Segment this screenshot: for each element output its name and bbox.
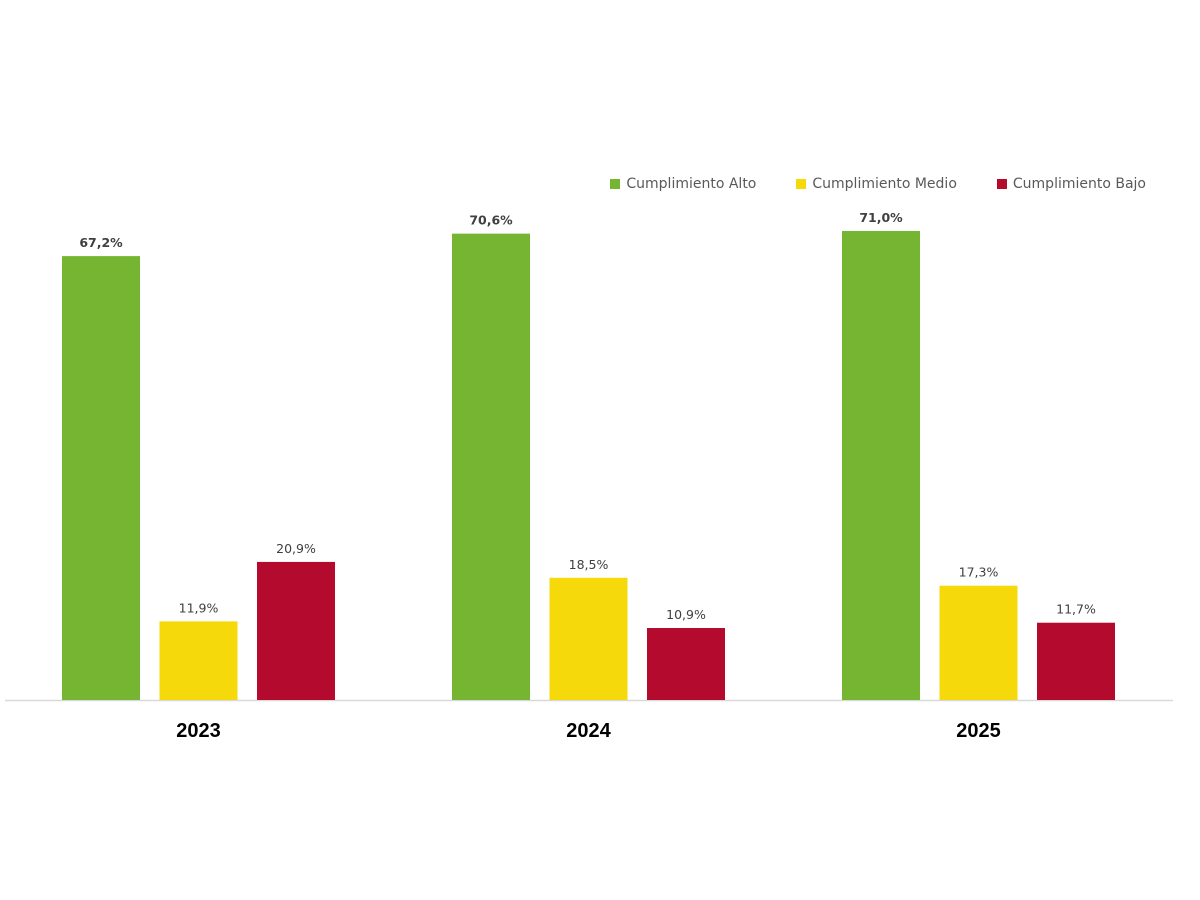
data-label-2025-cumplimiento-medio: 17,3% [959, 565, 999, 580]
bar-2025-cumplimiento-medio[interactable] [939, 585, 1018, 700]
legend-label: Cumplimiento Medio [812, 176, 957, 192]
bar-2025-cumplimiento-bajo[interactable] [1037, 622, 1115, 700]
x-tick-label-2025: 2025 [956, 720, 1001, 742]
legend-label: Cumplimiento Bajo [1012, 176, 1146, 192]
legend-swatch-icon [796, 179, 807, 189]
bar-2024-cumplimiento-alto[interactable] [452, 233, 530, 700]
bar-2024-cumplimiento-bajo[interactable] [647, 627, 725, 700]
legend-item-cumplimiento-medio[interactable]: Cumplimiento Medio [796, 176, 957, 192]
data-label-2025-cumplimiento-bajo: 11,7% [1056, 602, 1096, 617]
bar-2025-cumplimiento-alto[interactable] [842, 231, 920, 700]
x-tick-label-2023: 2023 [176, 720, 221, 742]
x-tick-label-2024: 2024 [566, 720, 611, 742]
legend-label: Cumplimiento Alto [626, 176, 757, 192]
data-label-2024-cumplimiento-medio: 18,5% [569, 557, 609, 572]
bar-2023-cumplimiento-bajo[interactable] [257, 561, 335, 700]
data-label-2023-cumplimiento-bajo: 20,9% [276, 541, 316, 556]
chart-legend: Cumplimiento Alto Cumplimiento Medio Cum… [610, 176, 1146, 192]
legend-swatch-icon [996, 179, 1007, 189]
data-label-2024-cumplimiento-bajo: 10,9% [666, 607, 706, 622]
legend-item-cumplimiento-alto[interactable]: Cumplimiento Alto [610, 176, 756, 192]
data-label-2024-cumplimiento-alto: 70,6% [469, 213, 513, 228]
legend-item-cumplimiento-bajo[interactable]: Cumplimiento Bajo [996, 176, 1146, 192]
data-label-2023-cumplimiento-alto: 67,2% [79, 235, 123, 250]
data-label-2025-cumplimiento-alto: 71,0% [859, 210, 903, 225]
legend-swatch-icon [610, 179, 621, 189]
bar-2024-cumplimiento-medio[interactable] [549, 577, 628, 700]
data-label-2023-cumplimiento-medio: 11,9% [179, 600, 219, 615]
bar-2023-cumplimiento-medio[interactable] [159, 621, 238, 700]
bar-2023-cumplimiento-alto[interactable] [62, 256, 140, 700]
